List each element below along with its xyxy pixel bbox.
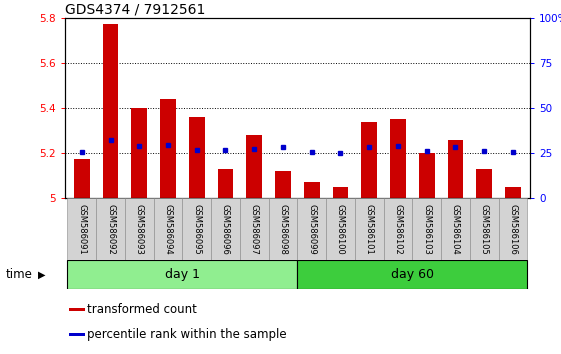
- Text: GDS4374 / 7912561: GDS4374 / 7912561: [65, 2, 205, 17]
- Bar: [326, 198, 355, 260]
- Text: GSM586092: GSM586092: [106, 204, 115, 255]
- Text: GSM586102: GSM586102: [393, 204, 402, 255]
- Text: day 60: day 60: [391, 268, 434, 281]
- Bar: [384, 198, 412, 260]
- Bar: [67, 260, 297, 289]
- Bar: [361, 121, 377, 198]
- Text: GSM586096: GSM586096: [221, 204, 230, 255]
- Text: GSM586099: GSM586099: [307, 204, 316, 255]
- Text: time: time: [6, 268, 33, 281]
- Bar: [67, 198, 96, 260]
- Bar: [125, 198, 154, 260]
- Bar: [103, 24, 118, 198]
- Text: day 1: day 1: [165, 268, 200, 281]
- Text: GSM586097: GSM586097: [250, 204, 259, 255]
- Bar: [131, 108, 147, 198]
- Text: GSM586101: GSM586101: [365, 204, 374, 255]
- Bar: [69, 308, 85, 312]
- Bar: [476, 169, 492, 198]
- Bar: [211, 198, 240, 260]
- Bar: [160, 99, 176, 198]
- Text: GSM586091: GSM586091: [77, 204, 86, 255]
- Bar: [69, 333, 85, 336]
- Text: GSM586100: GSM586100: [336, 204, 345, 255]
- Text: GSM586105: GSM586105: [480, 204, 489, 255]
- Bar: [448, 139, 463, 198]
- Text: GSM586103: GSM586103: [422, 204, 431, 255]
- Text: GSM586106: GSM586106: [508, 204, 517, 255]
- Bar: [419, 153, 435, 198]
- Bar: [96, 198, 125, 260]
- Text: GSM586094: GSM586094: [163, 204, 172, 255]
- Bar: [333, 187, 348, 198]
- Bar: [297, 198, 326, 260]
- Bar: [297, 260, 527, 289]
- Text: GSM586095: GSM586095: [192, 204, 201, 255]
- Bar: [304, 182, 320, 198]
- Bar: [390, 119, 406, 198]
- Text: GSM586104: GSM586104: [451, 204, 460, 255]
- Bar: [189, 117, 205, 198]
- Text: percentile rank within the sample: percentile rank within the sample: [88, 328, 287, 341]
- Text: transformed count: transformed count: [88, 303, 197, 316]
- Text: ▶: ▶: [38, 269, 45, 279]
- Bar: [412, 198, 441, 260]
- Bar: [275, 171, 291, 198]
- Bar: [269, 198, 297, 260]
- Bar: [246, 135, 262, 198]
- Text: GSM586098: GSM586098: [278, 204, 287, 255]
- Bar: [470, 198, 499, 260]
- Bar: [240, 198, 269, 260]
- Bar: [499, 198, 527, 260]
- Bar: [182, 198, 211, 260]
- Bar: [74, 159, 90, 198]
- Bar: [505, 187, 521, 198]
- Bar: [154, 198, 182, 260]
- Text: GSM586093: GSM586093: [135, 204, 144, 255]
- Bar: [441, 198, 470, 260]
- Bar: [218, 169, 233, 198]
- Bar: [355, 198, 384, 260]
